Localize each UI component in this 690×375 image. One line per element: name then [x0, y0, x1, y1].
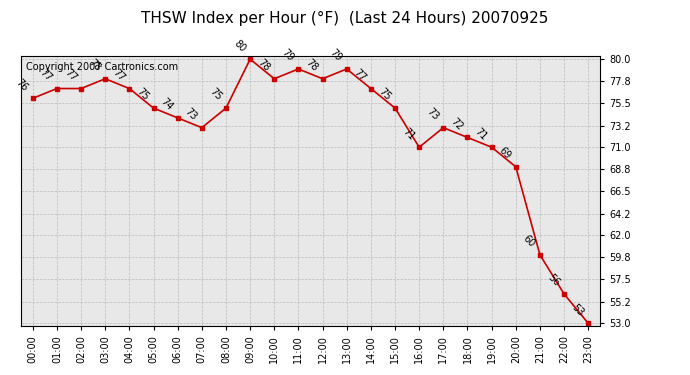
Text: 76: 76: [14, 77, 30, 93]
Text: 80: 80: [232, 38, 247, 54]
Text: 72: 72: [448, 116, 464, 132]
Text: 60: 60: [522, 234, 537, 249]
Text: 78: 78: [304, 57, 319, 73]
Text: 69: 69: [497, 146, 513, 161]
Text: 79: 79: [328, 48, 344, 63]
Text: THSW Index per Hour (°F)  (Last 24 Hours) 20070925: THSW Index per Hour (°F) (Last 24 Hours)…: [141, 11, 549, 26]
Text: 79: 79: [280, 48, 295, 63]
Text: 53: 53: [570, 302, 585, 318]
Text: 77: 77: [110, 67, 126, 83]
Text: 73: 73: [184, 106, 199, 122]
Text: 75: 75: [376, 87, 392, 102]
Text: 78: 78: [87, 57, 102, 73]
Text: 71: 71: [473, 126, 489, 142]
Text: 75: 75: [207, 87, 223, 102]
Text: 77: 77: [62, 67, 78, 83]
Text: 74: 74: [159, 96, 175, 112]
Text: 77: 77: [352, 67, 368, 83]
Text: 73: 73: [425, 106, 440, 122]
Text: 56: 56: [546, 273, 561, 288]
Text: 78: 78: [256, 57, 271, 73]
Text: 77: 77: [38, 67, 54, 83]
Text: Copyright 2007 Cartronics.com: Copyright 2007 Cartronics.com: [26, 62, 179, 72]
Text: 71: 71: [401, 126, 416, 142]
Text: 75: 75: [135, 87, 150, 102]
